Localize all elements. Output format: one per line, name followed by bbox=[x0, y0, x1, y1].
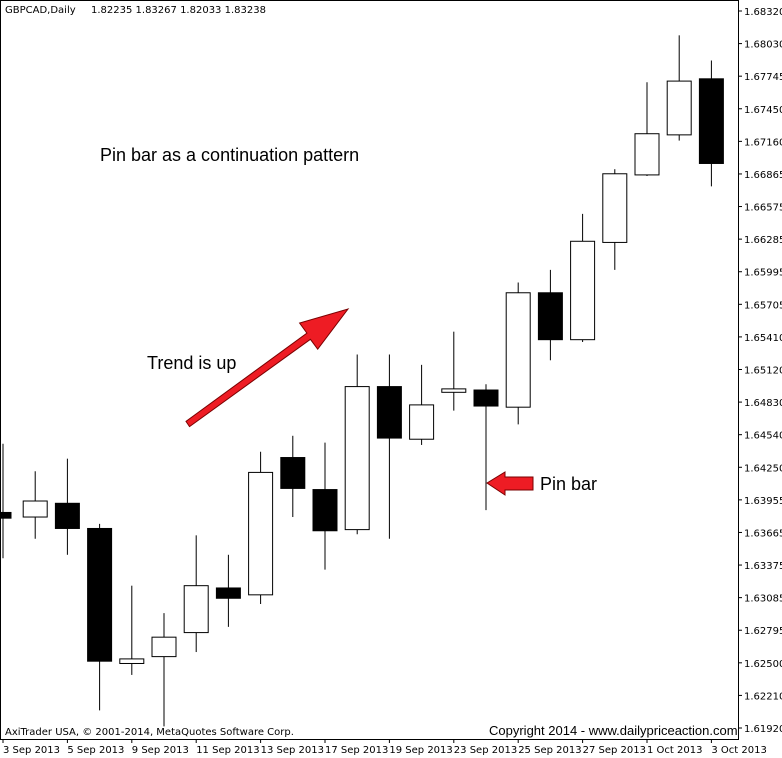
candle-body bbox=[441, 388, 467, 393]
candle-body bbox=[215, 587, 241, 599]
x-tick-label: 27 Sep 2013 bbox=[583, 745, 646, 756]
ohlc-readout: 1.82235 1.83267 1.82033 1.83238 bbox=[91, 5, 266, 16]
x-tick-label: 9 Sep 2013 bbox=[132, 745, 189, 756]
candle bbox=[54, 458, 80, 555]
y-tick-label: 1.62795 bbox=[744, 626, 782, 637]
candle-body bbox=[87, 527, 113, 662]
y-tick-label: 1.63665 bbox=[744, 528, 782, 539]
candle bbox=[570, 213, 596, 342]
y-tick-label: 1.61920 bbox=[744, 724, 782, 735]
candle bbox=[0, 443, 12, 559]
y-tick-label: 1.63085 bbox=[744, 594, 782, 605]
candle-body bbox=[666, 80, 692, 136]
x-tick-label: 3 Sep 2013 bbox=[3, 745, 60, 756]
candle-body bbox=[473, 389, 499, 407]
candle-body bbox=[119, 658, 145, 664]
x-tick-label: 25 Sep 2013 bbox=[518, 745, 581, 756]
y-tick-label: 1.65410 bbox=[744, 333, 782, 344]
y-tick-label: 1.65120 bbox=[744, 366, 782, 377]
x-tick-label: 19 Sep 2013 bbox=[389, 745, 452, 756]
y-tick-label: 1.67745 bbox=[744, 72, 782, 83]
candle bbox=[215, 554, 241, 627]
y-tick-label: 1.64540 bbox=[744, 431, 782, 442]
candle-body bbox=[537, 292, 563, 341]
trend-annotation: Trend is up bbox=[147, 353, 236, 373]
candle bbox=[183, 535, 209, 653]
y-tick-label: 1.66285 bbox=[744, 235, 782, 246]
candle bbox=[698, 60, 724, 187]
y-tick-label: 1.63375 bbox=[744, 561, 782, 572]
candle bbox=[441, 331, 467, 411]
candle-body bbox=[312, 489, 338, 532]
candle bbox=[151, 613, 177, 727]
symbol-label: GBPCAD,Daily bbox=[5, 5, 76, 16]
y-tick-label: 1.62500 bbox=[744, 659, 782, 670]
candle-body bbox=[409, 404, 435, 440]
candle-body bbox=[54, 502, 80, 529]
x-tick-label: 11 Sep 2013 bbox=[196, 745, 259, 756]
candle-body bbox=[376, 386, 402, 439]
y-tick-label: 1.64250 bbox=[744, 463, 782, 474]
footer-left-text: AxiTrader USA, © 2001-2014, MetaQuotes S… bbox=[5, 727, 294, 738]
candle-body bbox=[698, 78, 724, 164]
candle-body bbox=[602, 173, 628, 243]
y-axis: 1.68320 1.68030 1.67745 1.67450 1.67160 1.668… bbox=[738, 7, 782, 735]
y-tick-label: 1.66575 bbox=[744, 203, 782, 214]
candle-body bbox=[151, 636, 177, 658]
x-axis: 3 Sep 2013 5 Sep 2013 9 Sep 2013 11 Sep 201… bbox=[2, 739, 767, 756]
candle bbox=[280, 435, 306, 518]
pin-bar-arrow-icon bbox=[486, 471, 534, 496]
candle bbox=[248, 451, 274, 604]
candle bbox=[376, 354, 402, 539]
candle bbox=[119, 585, 145, 675]
candle bbox=[537, 269, 563, 361]
y-tick-label: 1.66865 bbox=[744, 170, 782, 181]
candle bbox=[312, 442, 338, 570]
candle-body bbox=[22, 500, 48, 518]
pin-bar-arrow-shape bbox=[486, 471, 534, 496]
y-tick-label: 1.65995 bbox=[744, 268, 782, 279]
candle bbox=[87, 523, 113, 711]
y-tick-label: 1.68030 bbox=[744, 40, 782, 51]
candle bbox=[634, 82, 660, 177]
y-tick-label: 1.67450 bbox=[744, 105, 782, 116]
footer-right-text: Copyright 2014 - www.dailypriceaction.co… bbox=[489, 723, 738, 738]
title-annotation: Pin bar as a continuation pattern bbox=[100, 145, 359, 165]
candles-group bbox=[0, 35, 724, 727]
y-tick-label: 1.68320 bbox=[744, 7, 782, 18]
x-tick-label: 3 Oct 2013 bbox=[711, 745, 766, 756]
candle bbox=[666, 35, 692, 141]
candle bbox=[505, 282, 531, 425]
candle bbox=[409, 364, 435, 445]
y-tick-label: 1.64830 bbox=[744, 398, 782, 409]
y-tick-label: 1.67160 bbox=[744, 137, 782, 148]
trend-arrow-icon bbox=[185, 308, 350, 428]
candle-body bbox=[570, 240, 596, 341]
candle bbox=[344, 354, 370, 535]
x-tick-label: 1 Oct 2013 bbox=[647, 745, 702, 756]
x-tick-label: 23 Sep 2013 bbox=[454, 745, 517, 756]
candle-body bbox=[344, 386, 370, 531]
pin-bar-annotation: Pin bar bbox=[540, 474, 597, 494]
candle-body bbox=[0, 511, 12, 519]
x-tick-label: 17 Sep 2013 bbox=[325, 745, 388, 756]
trend-arrow-shape bbox=[185, 308, 350, 428]
x-tick-label: 13 Sep 2013 bbox=[261, 745, 324, 756]
candle-body bbox=[248, 471, 274, 596]
candle-body bbox=[634, 133, 660, 176]
candle bbox=[22, 471, 48, 539]
x-tick-label: 5 Sep 2013 bbox=[67, 745, 124, 756]
candle bbox=[473, 384, 499, 511]
y-tick-label: 1.62210 bbox=[744, 691, 782, 702]
candle-body bbox=[183, 585, 209, 634]
y-tick-label: 1.65705 bbox=[744, 300, 782, 311]
y-tick-label: 1.63955 bbox=[744, 496, 782, 507]
candle-body bbox=[505, 292, 531, 408]
candle bbox=[602, 169, 628, 270]
candle-body bbox=[280, 457, 306, 489]
